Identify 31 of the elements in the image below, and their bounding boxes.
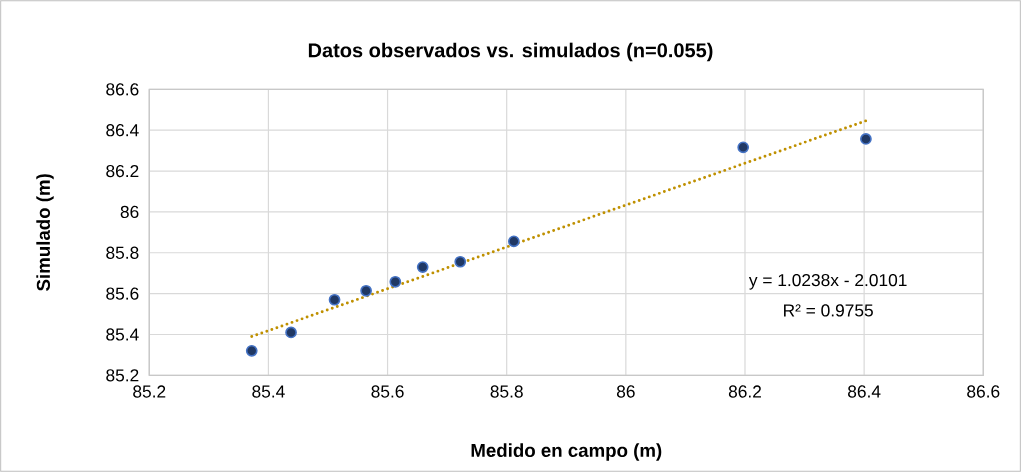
point [389,275,402,288]
x-tick-label: 85.6 [371,385,404,398]
x-tick-label: 85.4 [252,385,285,398]
y-tick-label: 85.8 [106,246,139,259]
y-tick-label: 85.6 [106,287,139,300]
x-tick-label: 86.2 [728,385,761,398]
point [416,261,429,273]
point [507,235,520,248]
y-tick-label: 85.4 [106,328,139,341]
x-tick-label: 85.2 [133,385,166,398]
point [285,326,297,339]
y-tick-label: 86.6 [106,83,139,96]
x-tick-label: 85.8 [490,385,523,398]
point [245,344,258,357]
y-tick-label: 85.2 [106,369,139,382]
chart-title: Datos observados vs. simulados (n=0.055) [308,42,713,62]
point [737,141,750,154]
y-tick-label: 86.2 [106,164,139,178]
y-tick-label: 86 [120,205,139,219]
point [360,284,372,297]
annotation: R² = 0.9755 [784,304,873,317]
x-tick-label: 86.6 [967,385,1000,398]
x-tick-label: 86.4 [848,385,881,398]
y-axis-title: Simulado (m) [36,174,54,291]
y-tick-label: 86.4 [106,124,139,137]
point [860,133,872,145]
point [328,293,341,306]
x-axis-title: Medido en campo (m) [471,443,662,461]
point [454,255,467,268]
x-tick-label: 86 [616,385,635,398]
annotation: y = 1.0238x - 2.0101 [748,273,907,290]
